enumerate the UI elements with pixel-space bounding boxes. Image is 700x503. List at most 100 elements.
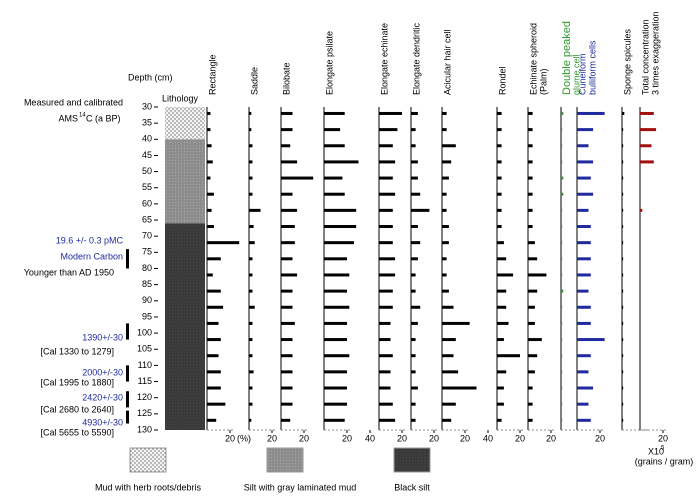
bar xyxy=(497,225,502,229)
y-tick-label: 40 xyxy=(142,134,152,144)
bar xyxy=(442,144,456,148)
panel-label: Bilobate xyxy=(281,62,291,95)
bar xyxy=(622,321,624,325)
bar xyxy=(622,160,624,164)
bar xyxy=(249,225,254,229)
bar xyxy=(324,321,347,325)
date-range xyxy=(126,249,129,269)
bar xyxy=(249,305,255,309)
date-label: 2420+/-30 xyxy=(82,392,123,402)
bar xyxy=(379,128,398,132)
bar xyxy=(577,241,591,245)
bar xyxy=(324,160,359,164)
panel-label: Cuneiform xyxy=(577,53,587,95)
bar xyxy=(577,354,591,358)
y-tick-label: 75 xyxy=(142,247,152,257)
bar xyxy=(528,225,533,229)
bar xyxy=(207,160,213,164)
bar xyxy=(207,257,221,261)
bar xyxy=(207,225,214,229)
panel-label: Elongate dendritic xyxy=(411,22,421,95)
bar xyxy=(528,418,533,422)
bar xyxy=(577,144,589,148)
bar xyxy=(442,273,447,277)
panel-label: Rectangle xyxy=(207,54,217,95)
bar xyxy=(379,418,396,422)
dating-header: Measured and calibrated xyxy=(24,97,123,107)
y-tick-label: 115 xyxy=(138,376,152,386)
x-tick-label: 20 xyxy=(299,433,309,443)
bar xyxy=(497,289,507,293)
bar xyxy=(281,208,298,212)
bar xyxy=(622,370,624,374)
bar xyxy=(561,273,563,277)
bar xyxy=(497,176,502,180)
bar xyxy=(411,257,418,261)
date-label: [Cal 5655 to 5590] xyxy=(40,427,114,437)
bar xyxy=(577,321,591,325)
bar xyxy=(528,257,538,261)
lithology-label: Lithology xyxy=(162,93,199,103)
bar xyxy=(324,241,354,245)
bar xyxy=(281,402,293,406)
lithology-unit xyxy=(165,139,205,224)
bar xyxy=(207,402,226,406)
bar xyxy=(411,305,421,309)
bar xyxy=(207,354,219,358)
y-tick-label: 85 xyxy=(142,279,152,289)
bar xyxy=(249,208,261,212)
bar xyxy=(281,338,293,342)
bar xyxy=(411,176,418,180)
bar xyxy=(324,370,347,374)
bar xyxy=(207,321,219,325)
bar xyxy=(411,208,430,212)
bar xyxy=(442,386,477,390)
date-label: [Cal 2680 to 2640] xyxy=(40,404,114,414)
bar xyxy=(497,305,507,309)
bar xyxy=(561,144,563,148)
bar xyxy=(207,289,221,293)
unit-label: X10 xyxy=(648,446,664,456)
panel-label: (Palm) xyxy=(538,68,548,95)
bar xyxy=(379,354,393,358)
bar xyxy=(281,192,293,196)
legend-swatch xyxy=(129,447,167,473)
bar xyxy=(622,208,624,212)
bar xyxy=(249,241,255,245)
x-tick-label: 20 xyxy=(397,433,407,443)
bar xyxy=(324,418,345,422)
bar xyxy=(442,402,456,406)
y-tick-label: 120 xyxy=(137,392,152,402)
legend-label: Black silt xyxy=(394,482,430,492)
date-range xyxy=(126,365,129,382)
bar xyxy=(577,273,591,277)
bar xyxy=(379,305,393,309)
bar xyxy=(528,192,533,196)
bar xyxy=(622,386,624,390)
bar xyxy=(281,370,293,374)
bar xyxy=(442,192,447,196)
bar xyxy=(622,338,624,342)
panel-label: 3 times exaggeration xyxy=(650,11,660,95)
bar xyxy=(411,418,416,422)
bar xyxy=(207,176,211,180)
date-label: 1390+/-30 xyxy=(82,332,123,342)
bar xyxy=(622,128,624,132)
bar xyxy=(281,128,293,132)
bar xyxy=(411,225,418,229)
bar xyxy=(640,128,657,132)
bar xyxy=(379,370,391,374)
bar xyxy=(411,241,421,245)
bar xyxy=(411,128,416,132)
unit-label: (%) xyxy=(237,433,251,443)
bar xyxy=(442,208,447,212)
bar xyxy=(497,338,504,342)
bar xyxy=(207,370,221,374)
bar xyxy=(207,192,214,196)
date-label: 19.6 +/- 0.3 pMC xyxy=(56,235,124,245)
bar xyxy=(379,241,393,245)
bar xyxy=(497,128,502,132)
bar xyxy=(379,111,402,115)
date-range xyxy=(126,391,129,408)
bar xyxy=(577,338,605,342)
